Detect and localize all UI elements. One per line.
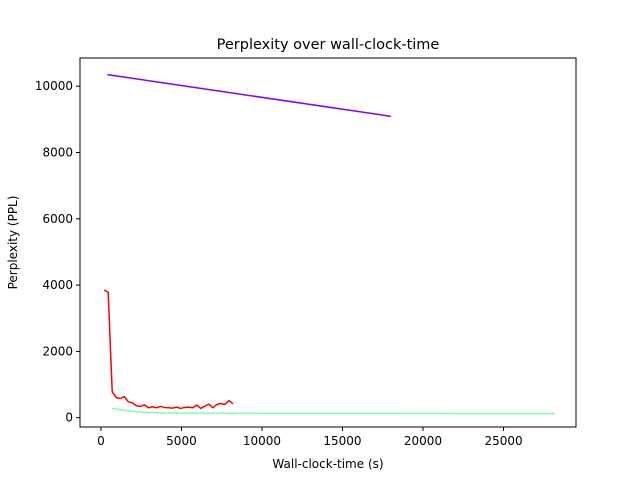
y-axis-title: Perplexity (PPL) (6, 196, 20, 290)
y-tick-label: 2000 (42, 344, 73, 358)
x-tick-label: 15000 (323, 434, 361, 448)
series-line-1 (107, 73, 391, 118)
x-tick-label: 0 (97, 434, 105, 448)
y-axis-ticks: 0 2000 4000 6000 8000 10000 (35, 79, 80, 425)
x-tick-label: 20000 (404, 434, 442, 448)
series-layer (103, 73, 556, 415)
x-tick-label: 10000 (243, 434, 281, 448)
y-tick-label: 0 (65, 411, 73, 425)
chart-title: Perplexity over wall-clock-time (217, 37, 440, 53)
x-axis-ticks: 0 5000 10000 15000 20000 25000 (97, 427, 523, 448)
y-tick-label: 6000 (42, 212, 73, 226)
x-axis-title: Wall-clock-time (s) (272, 457, 383, 471)
x-tick-label: 25000 (484, 434, 522, 448)
series-line-3 (112, 407, 556, 415)
y-tick-label: 10000 (35, 79, 73, 93)
x-tick-label: 5000 (166, 434, 197, 448)
plot-frame (79, 57, 577, 428)
y-tick-label: 4000 (42, 278, 73, 292)
series-line-2 (103, 289, 234, 410)
y-tick-label: 8000 (42, 145, 73, 159)
